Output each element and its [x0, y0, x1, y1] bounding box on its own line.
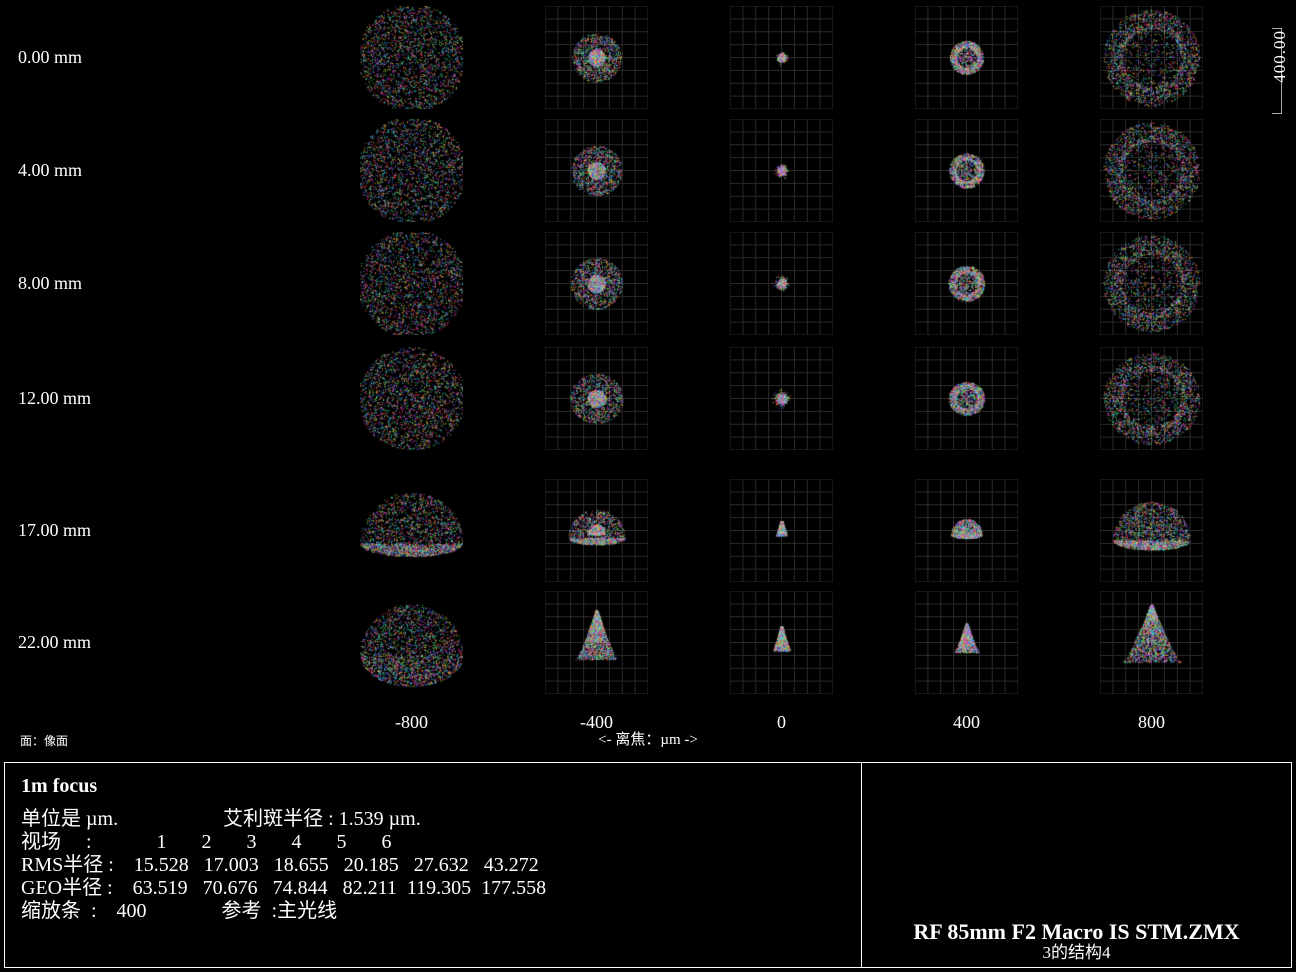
spot-cell	[545, 479, 648, 582]
axis-caption: <- 离焦：µm ->	[0, 728, 1296, 749]
spot-cell	[915, 479, 1018, 582]
spot-cell	[730, 347, 833, 450]
file-title: RF 85mm F2 Macro IS STM.ZMX	[872, 920, 1281, 944]
spot-cell	[545, 591, 648, 694]
row-label: 0.00 mm	[18, 47, 82, 68]
spot-cell	[915, 119, 1018, 222]
spot-diagram-grid: 0.00 mm 4.00 mm 8.00 mm 12.00 mm 17.00 mm 22.…	[0, 10, 1296, 710]
spot-cell	[1100, 591, 1203, 694]
spot-cell	[360, 591, 463, 694]
file-title-block: RF 85mm F2 Macro IS STM.ZMX 3的结构4	[862, 914, 1291, 967]
row-label: 17.00 mm	[18, 520, 91, 541]
spot-cell	[915, 6, 1018, 109]
spot-cell	[915, 347, 1018, 450]
row-label: 22.00 mm	[18, 632, 91, 653]
row-label: 12.00 mm	[18, 388, 91, 409]
info-panel: 1m focus 单位是 µm. 艾利斑半径 : 1.539 µm. 视场 : …	[4, 762, 1292, 968]
spot-cell	[730, 591, 833, 694]
config-line: 3的结构4	[872, 944, 1281, 963]
info-right-blank	[862, 763, 1291, 914]
spot-cell	[1100, 347, 1203, 450]
spot-cell	[1100, 232, 1203, 335]
spot-cell	[915, 232, 1018, 335]
spot-cell	[1100, 6, 1203, 109]
spot-cell	[730, 119, 833, 222]
spot-cell	[360, 119, 463, 222]
row-label: 4.00 mm	[18, 160, 82, 181]
spot-cell	[545, 6, 648, 109]
spot-cell	[545, 347, 648, 450]
spot-cell	[545, 232, 648, 335]
scale-bar-label: 400.00	[1270, 30, 1290, 83]
row-label: 8.00 mm	[18, 273, 82, 294]
spot-cell	[360, 6, 463, 109]
focus-title: 1m focus	[21, 775, 845, 798]
spot-cell	[730, 232, 833, 335]
spot-cell	[545, 119, 648, 222]
spot-cell	[360, 347, 463, 450]
info-text-block: 1m focus 单位是 µm. 艾利斑半径 : 1.539 µm. 视场 : …	[5, 763, 861, 967]
spot-cell	[730, 479, 833, 582]
spot-cell	[360, 479, 463, 582]
spot-cell	[360, 232, 463, 335]
spot-cell	[915, 591, 1018, 694]
spot-cell	[1100, 479, 1203, 582]
spot-cell	[730, 6, 833, 109]
spot-cell	[1100, 119, 1203, 222]
